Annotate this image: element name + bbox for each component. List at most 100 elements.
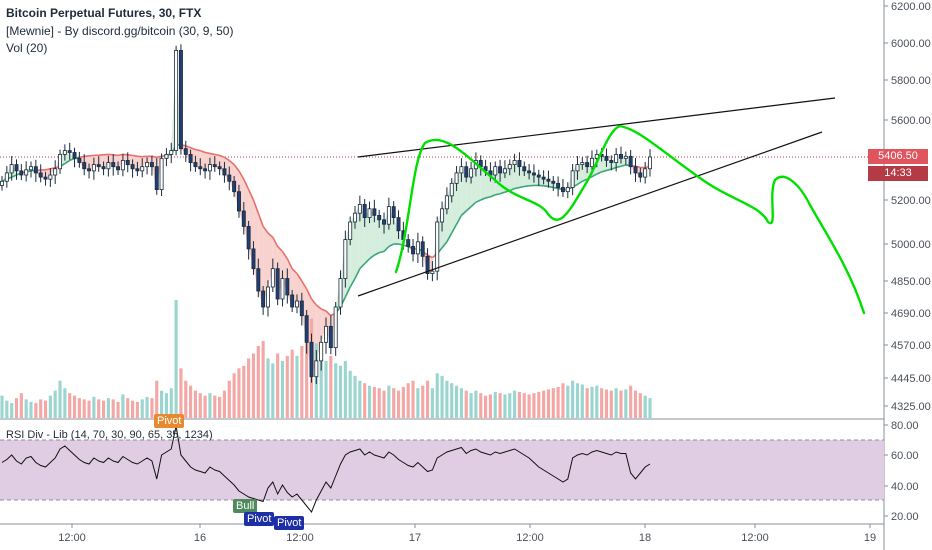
volume-bar [624, 389, 628, 418]
time-tick-label: 12:00 [58, 532, 86, 544]
cloud-segment [89, 155, 94, 171]
volume-bar [392, 388, 396, 418]
candle-body [188, 154, 193, 163]
candle-body [241, 210, 246, 227]
candle-body [396, 217, 401, 232]
candle-body [348, 221, 353, 241]
cloud-segment [93, 155, 99, 167]
ma-segment [113, 154, 119, 157]
volume-bar [77, 398, 81, 418]
candle-body [77, 157, 82, 163]
candle-body [106, 162, 111, 170]
volume-bar [53, 390, 57, 418]
candle-body [638, 172, 643, 178]
ma-segment [475, 199, 482, 203]
rsi-panel [0, 425, 884, 513]
ma-segment [519, 185, 525, 189]
volume-bar [479, 393, 483, 418]
ma-segment [247, 189, 255, 201]
candle-body [633, 166, 638, 174]
volume-bar [276, 353, 280, 418]
candle-body [391, 206, 396, 219]
volume-bar [435, 373, 439, 418]
volume-bar [527, 394, 531, 418]
volume-bar [372, 386, 376, 418]
candle-body [382, 219, 387, 225]
candle-body [48, 174, 53, 180]
ma-segment [209, 152, 215, 156]
ma-segment [514, 186, 520, 190]
candle-body [493, 166, 498, 176]
volume-bar [111, 399, 115, 418]
ma-segment [354, 268, 361, 279]
volume-bar [68, 393, 72, 418]
candle-body [169, 150, 174, 155]
candle-body [575, 164, 580, 172]
volume-bar [382, 390, 386, 418]
candle-body [193, 162, 198, 168]
volume-bar [532, 393, 536, 418]
candle-body [536, 174, 541, 178]
time-tick-label: 17 [409, 532, 421, 544]
volume-bar [101, 400, 106, 418]
candle-body [183, 148, 188, 155]
ma-segment [596, 171, 602, 175]
candle-body [149, 162, 154, 168]
candle-body [265, 286, 270, 308]
price-tick-label: 4850.00 [891, 276, 931, 288]
upper-trendline [357, 97, 836, 158]
ma-segment [543, 185, 549, 188]
volume-bar [24, 399, 28, 418]
ma-segment [296, 273, 303, 282]
volume-bar [614, 388, 618, 418]
ma-segment [305, 288, 313, 300]
ma-segment [620, 164, 627, 168]
cloud-segment [529, 172, 534, 186]
volume-bar [425, 380, 430, 418]
volume-bar [401, 386, 405, 418]
candle-body [430, 270, 435, 274]
volume-bar [387, 385, 391, 418]
cloud-segment [461, 166, 467, 216]
ma-segment [320, 308, 327, 312]
volume-bar [600, 388, 604, 418]
ma-segment [224, 156, 230, 162]
ma-segment [611, 166, 617, 170]
cloud-segment [475, 160, 481, 203]
ma-segment [301, 280, 308, 290]
candle-body [362, 203, 367, 218]
price-tick-label: 4570.00 [891, 340, 931, 352]
volume-bar [155, 380, 159, 418]
ma-segment [524, 185, 530, 188]
cloud-segment [209, 153, 215, 167]
volume-bar [242, 365, 246, 418]
candle-body [227, 174, 232, 182]
volume-bar [619, 390, 623, 418]
volume-bar [39, 399, 43, 418]
price-tick-label: 5600.00 [891, 115, 931, 127]
ma-segment [378, 250, 385, 254]
ma-segment [267, 232, 274, 238]
candle-body [270, 268, 275, 288]
volume-bar [280, 360, 285, 418]
cloud-segment [413, 241, 418, 254]
volume-bar [469, 393, 473, 418]
volume-bar [290, 349, 294, 418]
price-tick-label: 6200.00 [891, 1, 931, 13]
volume-bar [633, 390, 638, 418]
ma-segment [383, 245, 390, 252]
candle-body [62, 150, 67, 155]
cloud-segment [118, 154, 123, 170]
volume-bar [338, 365, 343, 418]
volume-bar [604, 389, 609, 418]
candle-body [43, 176, 48, 180]
candle-body [324, 325, 328, 343]
ma-segment [325, 310, 332, 317]
candle-body [415, 241, 420, 255]
ma-segment [553, 186, 559, 190]
ma-segment [451, 223, 458, 234]
ma-segment [349, 278, 356, 288]
volume-bar [140, 399, 144, 418]
volume-bar [58, 380, 62, 418]
